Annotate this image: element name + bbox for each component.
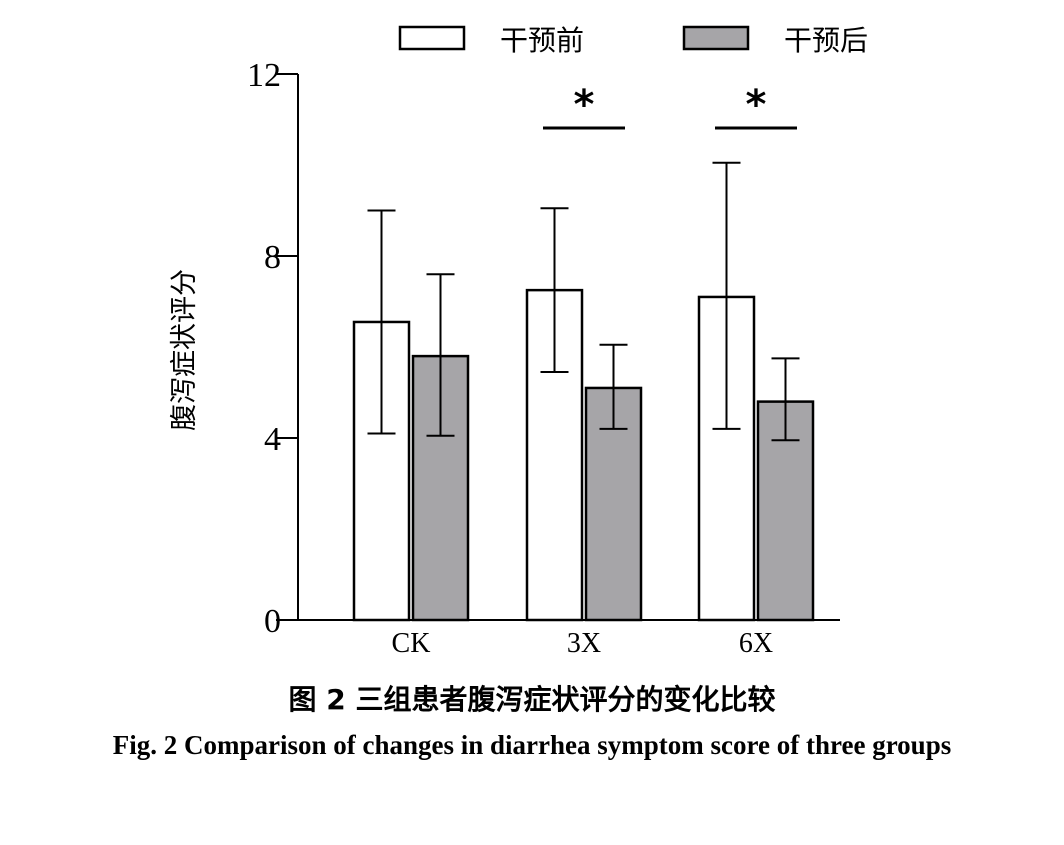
significance-asterisk: *: [746, 82, 767, 128]
significance-markers: * *: [543, 82, 797, 130]
x-tick-label: 3X: [567, 628, 601, 659]
legend: 干预前 干预后: [398, 24, 868, 57]
figure-caption-en: Fig. 2 Comparison of changes in diarrhea…: [112, 730, 952, 760]
figure-caption-cn: 图 2 三组患者腹泻症状评分的变化比较: [288, 683, 776, 716]
y-tick-label: 4: [264, 421, 281, 458]
y-axis-label: 腹泻症状评分: [169, 269, 200, 431]
legend-label: 干预前: [500, 24, 584, 57]
y-tick-label: 8: [264, 239, 281, 276]
legend-swatch: [398, 25, 466, 51]
bars: [352, 288, 815, 622]
x-tick-label: 6X: [739, 628, 773, 659]
significance-asterisk: *: [574, 82, 595, 128]
y-tick-label: 0: [264, 603, 281, 640]
legend-label: 干预后: [784, 24, 868, 57]
y-axis: 0 4 8 12: [247, 57, 299, 640]
x-tick-label: CK: [392, 628, 431, 659]
x-axis: CK 3X 6X: [298, 619, 840, 659]
y-tick-label: 12: [247, 57, 281, 94]
legend-swatch: [682, 25, 750, 51]
error-bars: [367, 161, 800, 442]
